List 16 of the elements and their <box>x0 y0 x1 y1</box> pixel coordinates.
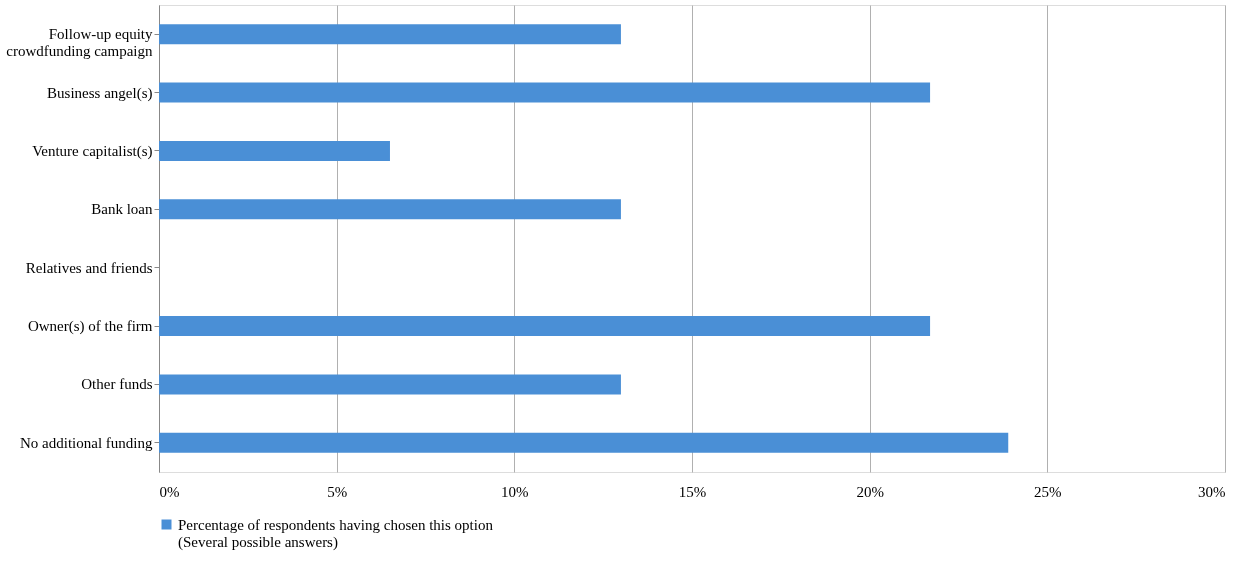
y-tick-label: Venture capitalist(s) <box>32 142 153 160</box>
y-tick-label: Other funds <box>81 376 153 393</box>
x-tick-label: 30% <box>1198 483 1226 500</box>
x-tick-label: 10% <box>501 483 529 500</box>
y-tick-label: Business angel(s) <box>47 84 153 102</box>
y-tick-label: Bank loan <box>91 201 153 218</box>
y-tick-label: No additional funding <box>20 434 153 451</box>
legend-label: Percentage of respondents having chosen this option (Several possible answers) <box>178 516 494 551</box>
x-tick-label: 5% <box>327 483 348 500</box>
x-tick-label: 20% <box>856 483 884 500</box>
x-tick-label: 0% <box>159 483 180 500</box>
x-tick-label: 25% <box>1034 483 1062 500</box>
y-tick-label: Owner(s) of the firm <box>27 318 153 336</box>
y-tick-label: Follow-up equity crowdfunding campaign <box>6 26 153 60</box>
y-tick-label: Relatives and friends <box>25 259 153 276</box>
x-tick-label: 15% <box>678 483 707 500</box>
